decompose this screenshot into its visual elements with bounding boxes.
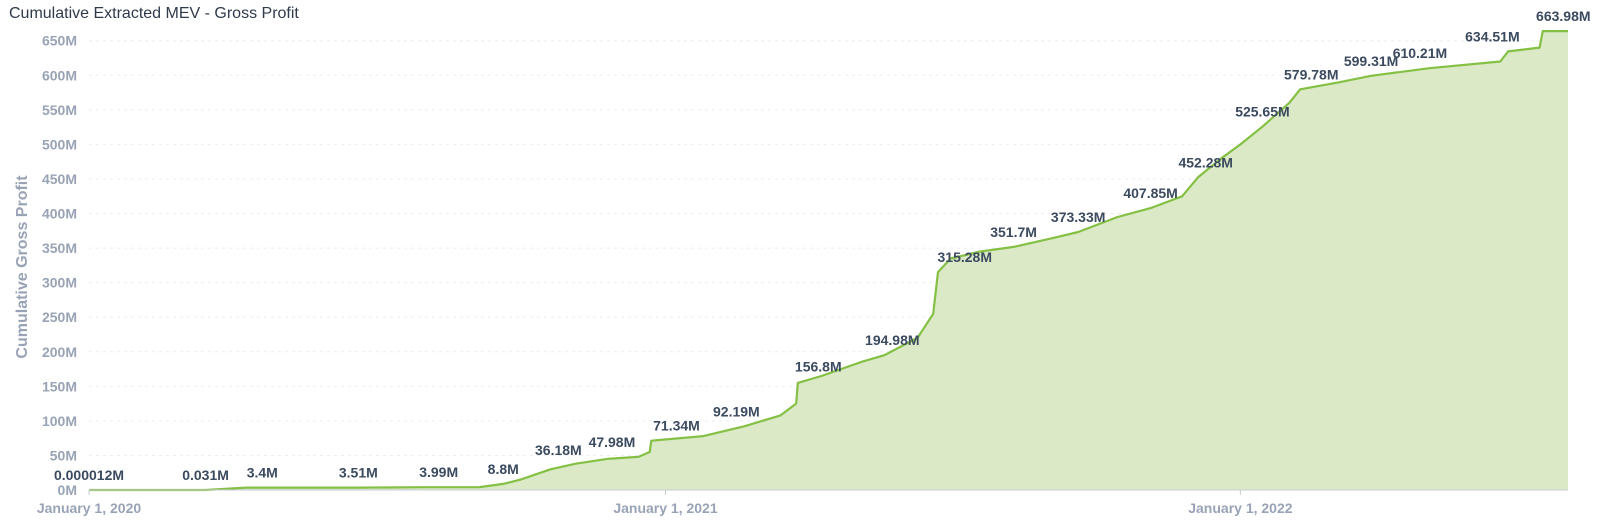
data-label: 315.28M — [938, 249, 992, 265]
data-label: 92.19M — [713, 403, 760, 419]
data-label: 452.28M — [1178, 154, 1232, 170]
y-tick-label: 500M — [42, 136, 77, 152]
y-tick-label: 0M — [58, 482, 77, 498]
data-label: 156.8M — [795, 359, 842, 375]
axis-layer: 0M 50M 100M 150M 200M 250M 300M 350M 400M 450M 500… — [37, 33, 1568, 516]
y-tick-label: 50M — [50, 447, 77, 463]
data-label: 351.7M — [990, 224, 1037, 240]
data-label: 47.98M — [589, 434, 636, 450]
series-area-fill — [89, 31, 1568, 490]
data-label: 0.031M — [182, 467, 229, 483]
data-label: 36.18M — [535, 442, 582, 458]
y-tick-label: 650M — [42, 33, 77, 49]
data-label: 663.98M — [1536, 8, 1590, 24]
x-tick-label: January 1, 2020 — [37, 500, 142, 516]
data-label: 8.8M — [488, 461, 519, 477]
series-line — [89, 30, 1568, 492]
data-label: 407.85M — [1123, 185, 1177, 201]
y-tick-label: 150M — [42, 378, 77, 394]
data-label-layer: 0.000012M 0.031M 3.4M 3.51M 3.99M 8.8M 36.18M 4… — [54, 8, 1591, 483]
data-label: 3.51M — [339, 465, 378, 481]
data-label: 0.000012M — [54, 467, 124, 483]
y-tick-label: 100M — [42, 413, 77, 429]
y-tick-label: 450M — [42, 171, 77, 187]
y-tick-label: 400M — [42, 206, 77, 222]
y-tick-label: 600M — [42, 67, 77, 83]
data-label: 599.31M — [1344, 53, 1398, 69]
data-label: 71.34M — [653, 418, 700, 434]
data-label: 634.51M — [1465, 28, 1519, 44]
area-layer — [89, 30, 1568, 492]
data-label: 610.21M — [1393, 45, 1447, 61]
x-tick-label: January 1, 2022 — [1188, 500, 1293, 516]
data-label: 3.99M — [419, 464, 458, 480]
y-axis-title: Cumulative Gross Profit — [14, 175, 31, 359]
data-label: 194.98M — [865, 332, 919, 348]
y-tick-label: 300M — [42, 275, 77, 291]
data-label: 525.65M — [1235, 104, 1289, 120]
y-tick-label: 200M — [42, 344, 77, 360]
data-label: 3.4M — [247, 465, 278, 481]
y-tick-label: 350M — [42, 240, 77, 256]
y-tick-label: 550M — [42, 102, 77, 118]
y-tick-label: 250M — [42, 309, 77, 325]
data-label: 579.78M — [1284, 66, 1338, 82]
data-label: 373.33M — [1051, 209, 1105, 225]
x-tick-label: January 1, 2021 — [613, 500, 718, 516]
chart-title: Cumulative Extracted MEV - Gross Profit — [9, 5, 299, 22]
